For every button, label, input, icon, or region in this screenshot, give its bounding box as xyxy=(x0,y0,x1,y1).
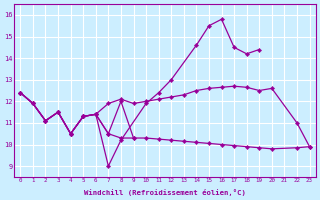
X-axis label: Windchill (Refroidissement éolien,°C): Windchill (Refroidissement éolien,°C) xyxy=(84,189,246,196)
